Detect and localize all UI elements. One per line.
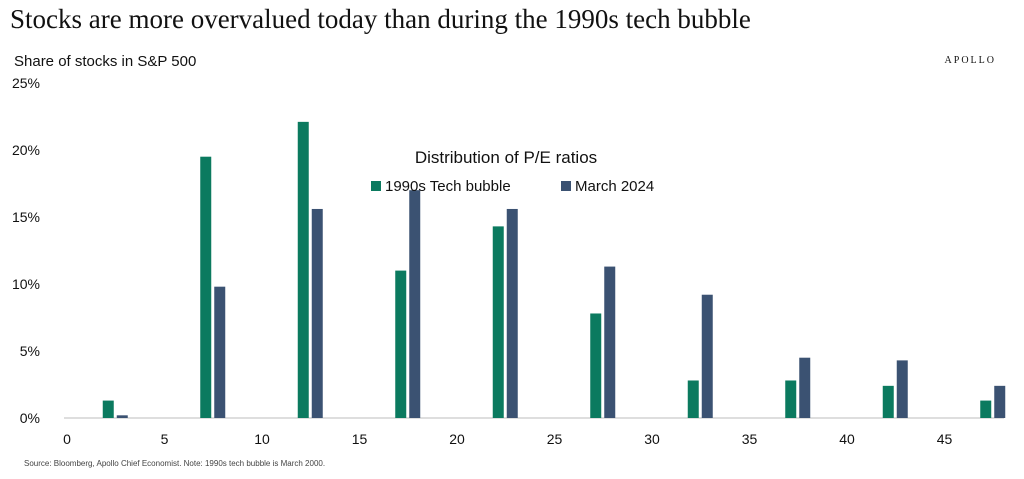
legend-label-1990s: 1990s Tech bubble	[385, 178, 511, 195]
x-tick-label: 30	[644, 431, 660, 447]
y-tick-label: 5%	[20, 343, 40, 359]
bar-1990s-tech-bubble	[980, 400, 992, 418]
bar-1990s-tech-bubble	[882, 385, 894, 418]
x-tick-label: 5	[161, 431, 169, 447]
chart-title: Stocks are more overvalued today than du…	[10, 4, 751, 34]
bar-march-2024	[214, 286, 226, 418]
bar-march-2024	[701, 294, 713, 418]
bar-1990s-tech-bubble	[687, 380, 699, 418]
legend-swatch-1990s	[371, 181, 381, 191]
bar-1990s-tech-bubble	[590, 313, 602, 418]
x-tick-label: 45	[937, 431, 953, 447]
bar-1990s-tech-bubble	[492, 226, 504, 418]
x-tick-label: 40	[839, 431, 855, 447]
x-tick-label: 0	[63, 431, 71, 447]
bar-march-2024	[506, 208, 518, 418]
legend-swatch-march-2024	[561, 181, 571, 191]
x-tick-label: 10	[254, 431, 270, 447]
bar-1990s-tech-bubble	[395, 270, 407, 418]
y-tick-label: 20%	[12, 142, 40, 158]
bar-march-2024	[994, 385, 1006, 418]
bar-march-2024	[116, 415, 128, 418]
bar-march-2024	[896, 360, 908, 418]
x-tick-label: 25	[547, 431, 563, 447]
bar-1990s-tech-bubble	[102, 400, 114, 418]
bar-march-2024	[311, 208, 323, 418]
source-note: Source: Bloomberg, Apollo Chief Economis…	[24, 459, 326, 468]
bar-march-2024	[799, 357, 811, 418]
legend-label-march-2024: March 2024	[575, 178, 654, 195]
brand-logo: APOLLO	[944, 55, 996, 66]
bar-1990s-tech-bubble	[297, 121, 309, 419]
x-tick-label: 20	[449, 431, 465, 447]
chart-inner-title: Distribution of P/E ratios	[415, 148, 597, 167]
y-axis-label: Share of stocks in S&P 500	[14, 53, 197, 70]
y-tick-label: 0%	[20, 410, 40, 426]
bar-1990s-tech-bubble	[200, 156, 212, 418]
bar-1990s-tech-bubble	[785, 380, 797, 418]
x-tick-label: 35	[742, 431, 758, 447]
bar-march-2024	[409, 190, 421, 418]
y-tick-label: 15%	[12, 209, 40, 225]
x-tick-label: 15	[352, 431, 368, 447]
y-tick-label: 10%	[12, 276, 40, 292]
y-tick-label: 25%	[12, 75, 40, 91]
bar-march-2024	[604, 266, 616, 418]
